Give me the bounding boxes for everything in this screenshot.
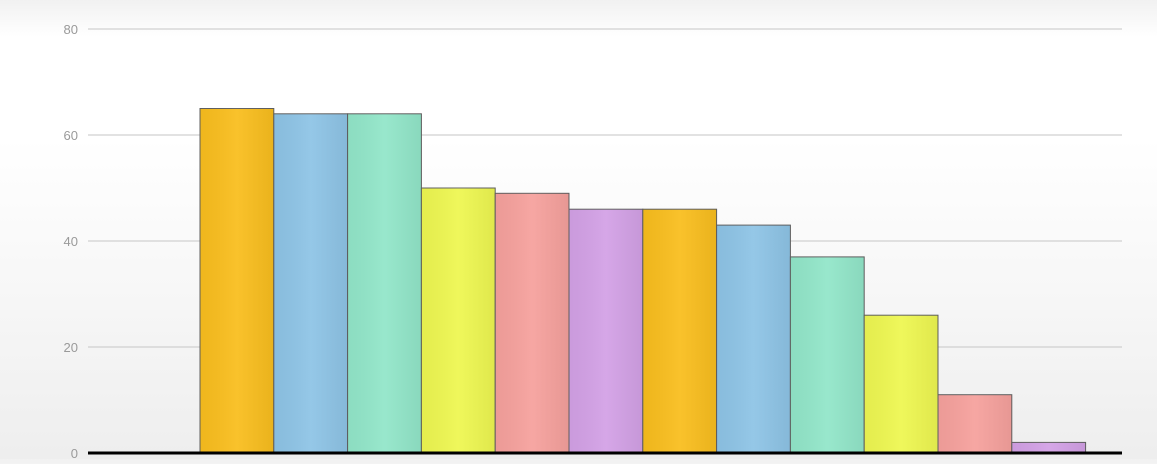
y-axis-tick-labels: 0 20 40 60 80 [64, 22, 78, 461]
bar-2[interactable] [273, 113, 349, 454]
bar-4[interactable] [420, 187, 496, 454]
y-tick-label: 60 [64, 128, 78, 143]
bar-10[interactable] [863, 314, 939, 454]
bar-shading [642, 209, 717, 453]
bar-9[interactable] [789, 256, 865, 454]
bar-shading [1011, 442, 1086, 453]
bar-shading [716, 225, 791, 453]
bar-shading [790, 256, 865, 453]
bar-shading [938, 394, 1012, 453]
bar-shading [495, 193, 569, 454]
bar-shading [864, 315, 938, 453]
bar-5[interactable] [494, 192, 570, 454]
bar-shading [347, 113, 422, 454]
bar-11[interactable] [937, 394, 1013, 454]
bar-7[interactable] [642, 208, 718, 454]
bar-12[interactable] [1011, 441, 1087, 454]
bar-6[interactable] [568, 208, 644, 454]
bar-shading [421, 188, 496, 453]
bars [199, 108, 1087, 454]
y-tick-label: 40 [64, 234, 78, 249]
bar-8[interactable] [716, 224, 791, 454]
y-tick-label: 80 [64, 22, 78, 37]
bar-shading [273, 113, 348, 454]
bar-shading [200, 108, 274, 453]
y-tick-label: 0 [71, 446, 78, 459]
bar-1[interactable] [199, 108, 275, 454]
bar-shading [569, 209, 643, 453]
y-tick-label: 20 [64, 340, 78, 355]
bar-3[interactable] [347, 113, 422, 454]
